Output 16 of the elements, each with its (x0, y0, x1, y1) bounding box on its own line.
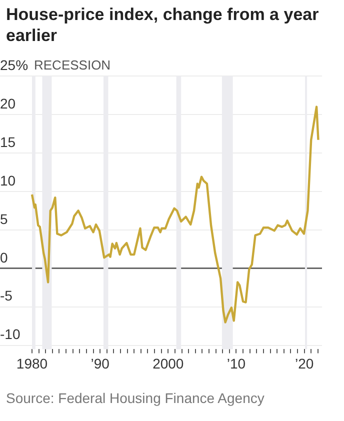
y-tick-label: -5 (0, 288, 13, 304)
x-tick-label: 1980 (16, 355, 48, 372)
y-tick-label: 0 (0, 249, 8, 266)
y-tick-label: 10 (0, 172, 16, 188)
x-tick-label: 2000 (152, 355, 184, 372)
y-tick-label: 20 (0, 95, 16, 112)
x-tick-label: ’90 (90, 355, 110, 372)
x-tick-label: ’20 (294, 355, 314, 372)
text: RECESSION (34, 58, 111, 73)
x-tick-label: ’10 (226, 355, 246, 372)
source-note: Source: Federal Housing Finance Agency (6, 390, 264, 406)
chart-title: House-price index, change from a year earlier (6, 4, 320, 46)
y-tick-label: 15 (0, 134, 16, 150)
y-tick-label: 5 (0, 210, 8, 227)
y-tick-label: 25% (0, 56, 28, 73)
y-tick-label: -10 (0, 326, 20, 342)
